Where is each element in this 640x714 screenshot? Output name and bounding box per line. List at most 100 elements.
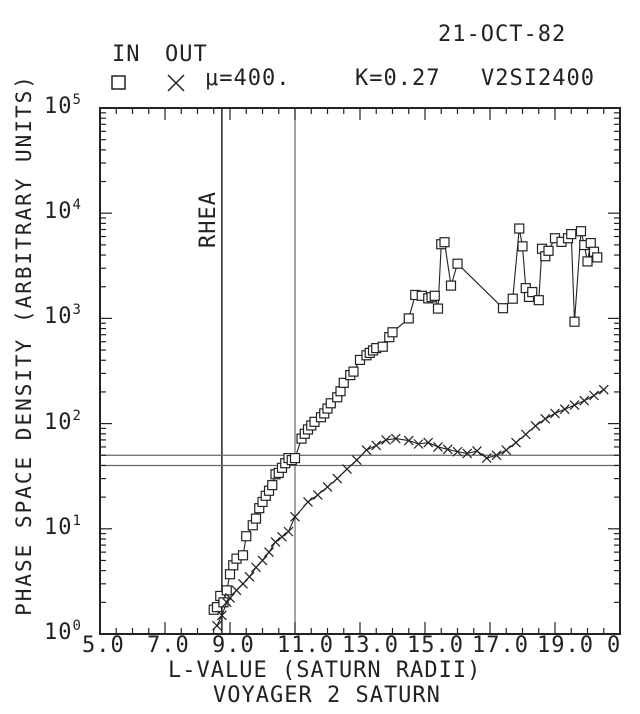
y-tick-label: 105	[44, 92, 82, 119]
y-tick-label: 102	[44, 407, 82, 435]
plot-frame	[99, 107, 621, 635]
data-series	[208, 223, 609, 631]
data-point-out	[403, 435, 414, 446]
data-point-in	[585, 237, 596, 249]
data-point-in	[582, 256, 593, 267]
data-point-out	[244, 571, 255, 582]
legend-square-marker	[111, 75, 126, 90]
data-point-out	[361, 445, 372, 456]
series-line-out	[216, 389, 605, 626]
data-point-out	[371, 440, 382, 451]
data-point-out	[332, 473, 343, 484]
legend-markers	[111, 74, 185, 92]
axis-ticks	[99, 108, 621, 635]
legend-out-label: OUT	[165, 42, 208, 67]
data-point-out	[216, 610, 227, 621]
data-point-out	[559, 404, 570, 415]
x-axis-title: L-VALUE (SATURN RADII)	[168, 658, 482, 683]
data-point-in	[527, 286, 538, 298]
data-point-in	[250, 513, 262, 524]
mu-parameter: μ=400.	[205, 66, 291, 91]
data-point-out	[511, 437, 521, 448]
data-point-out	[452, 446, 463, 457]
data-point-out	[598, 384, 609, 395]
data-point-out	[351, 455, 362, 466]
data-point-out	[569, 400, 580, 410]
data-point-out	[462, 448, 473, 459]
x-tick-label: 9.0	[212, 633, 255, 658]
data-point-out	[322, 482, 333, 492]
data-point-out	[423, 437, 434, 448]
data-point-in	[289, 452, 301, 464]
data-point-in	[569, 316, 580, 327]
data-point-in	[517, 241, 528, 252]
data-point-in	[325, 398, 336, 409]
x-tick-label: 11.0	[277, 633, 334, 658]
data-point-in	[533, 295, 544, 306]
data-point-out	[481, 453, 492, 464]
data-point-in	[497, 303, 509, 314]
data-point-in	[387, 327, 398, 338]
data-point-out	[540, 413, 551, 424]
legend-in-label: IN	[112, 42, 141, 67]
data-point-out	[433, 442, 443, 452]
data-point-out	[589, 390, 599, 401]
data-point-out	[225, 593, 235, 603]
k-parameter: K=0.27	[355, 66, 441, 91]
data-point-in	[267, 480, 278, 491]
x-tick-label: 7.0	[147, 633, 190, 658]
data-point-out	[264, 547, 274, 558]
y-axis-title: PHASE SPACE DENSITY (ARBITRARY UNITS)	[12, 74, 36, 616]
data-point-in	[514, 223, 525, 234]
data-point-out	[303, 497, 313, 507]
chart-date: 21-OCT-82	[438, 22, 567, 47]
data-point-in	[377, 341, 388, 352]
data-point-out	[472, 445, 482, 456]
data-point-in	[335, 386, 346, 397]
data-point-in	[507, 293, 518, 304]
x-tick-label: 17.0	[472, 633, 529, 658]
data-point-out	[277, 531, 287, 542]
data-point-in	[338, 377, 349, 388]
reference-lines	[100, 108, 620, 634]
y-tick-label: 100	[44, 618, 82, 645]
data-point-out	[312, 489, 323, 500]
data-point-in	[592, 252, 603, 263]
data-point-in	[439, 237, 450, 248]
data-point-out	[290, 511, 300, 522]
data-point-out	[550, 408, 560, 419]
legend-x-marker	[167, 74, 185, 92]
data-point-out	[413, 439, 424, 449]
data-point-in	[237, 550, 249, 561]
data-point-in	[348, 366, 359, 377]
data-point-out	[257, 555, 268, 566]
data-point-in	[241, 531, 252, 542]
data-point-out	[342, 464, 352, 474]
data-point-out	[390, 433, 401, 444]
series-line-in	[213, 228, 598, 611]
data-point-in	[452, 258, 463, 269]
x-tick-label: 15.0	[407, 633, 464, 658]
dataset-id: V2SI2400	[481, 66, 595, 91]
data-point-in	[224, 569, 236, 580]
chart-title: VOYAGER 2 SATURN	[213, 683, 441, 708]
data-point-in	[429, 290, 440, 301]
data-point-in	[218, 597, 229, 608]
data-point-in	[445, 280, 457, 291]
plot-border	[99, 107, 621, 635]
data-point-in	[221, 585, 232, 596]
data-point-out	[491, 450, 502, 461]
x-tick-label: 0	[607, 633, 622, 658]
data-point-in	[543, 245, 554, 256]
data-point-in	[432, 303, 444, 314]
data-point-out	[283, 526, 294, 537]
data-point-out	[579, 395, 590, 406]
data-point-in	[566, 228, 577, 240]
y-tick-label: 101	[44, 512, 82, 540]
data-point-in	[575, 226, 587, 237]
y-tick-label: 104	[44, 197, 82, 225]
data-point-out	[221, 597, 232, 608]
y-tick-label: 103	[44, 302, 82, 330]
data-point-out	[442, 444, 453, 455]
